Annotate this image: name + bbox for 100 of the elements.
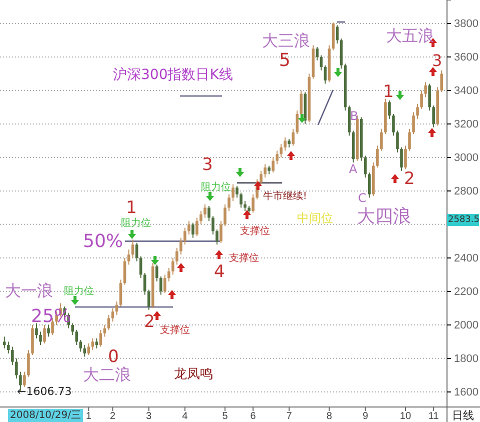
annotation: B: [350, 109, 358, 123]
candlestick: [159, 276, 162, 296]
candlestick: [228, 194, 230, 212]
y-tick-label: 2200: [454, 286, 478, 298]
annotation: 阻力位: [121, 217, 151, 229]
candlestick: [7, 341, 10, 354]
candlestick: [179, 237, 182, 256]
candlestick: [432, 105, 435, 128]
candlestick: [212, 216, 214, 235]
candlestick: [171, 257, 174, 276]
candlestick: [163, 274, 166, 294]
annotation: 5: [279, 50, 290, 71]
candlestick: [416, 103, 419, 120]
candlestick: [272, 156, 275, 174]
annotation: 支撑位: [240, 225, 270, 237]
candlestick: [83, 344, 86, 358]
y-tick-label: 3600: [454, 51, 478, 64]
candlestick: [135, 242, 138, 262]
x-tick-label: 6: [250, 411, 256, 422]
candlestick: [188, 220, 190, 235]
annotation: 大四浪: [357, 206, 411, 227]
candlestick: [43, 324, 46, 344]
y-tick-label: 2000: [454, 319, 478, 332]
text: 沪深300指数日K线: [113, 67, 233, 83]
annotation: 大一浪: [5, 281, 53, 300]
candlestick: [95, 338, 98, 349]
candlestick: [236, 185, 238, 198]
annotation: 阻力位: [201, 181, 231, 193]
annotation: 阻力位: [64, 285, 94, 297]
x-tick-label: 7: [286, 411, 292, 422]
candlestick: [175, 247, 178, 266]
candlestick: [208, 206, 210, 222]
candlestick: [47, 324, 50, 338]
candlestick: [396, 130, 399, 153]
annotation: 中间位: [297, 211, 333, 225]
candlestick: [376, 145, 379, 168]
candlestick: [216, 228, 218, 246]
candlestick: [224, 204, 226, 227]
candlestick: [316, 46, 319, 61]
candlestick: [71, 322, 74, 336]
annotation: 大三浪: [262, 31, 310, 50]
candlestick: [284, 136, 287, 152]
candlestick: [428, 83, 431, 112]
candlestick: [220, 220, 222, 244]
candlestick: [260, 170, 263, 185]
annotation: 大五浪: [386, 26, 434, 45]
candlestick: [404, 145, 407, 170]
candlestick: [39, 331, 42, 346]
candlestick: [392, 113, 395, 136]
candlestick: [27, 350, 30, 378]
y-tick-label: 3200: [454, 118, 478, 130]
y-tick-label: 1800: [454, 352, 478, 365]
candlestick: [380, 128, 383, 152]
x-tick-label: 1: [86, 411, 92, 422]
x-axis-title: 日线: [452, 409, 474, 422]
candlestick: [200, 210, 202, 225]
x-tick-label: 9: [362, 411, 369, 422]
candlestick: [420, 90, 423, 110]
annotation: 50%: [83, 231, 124, 252]
y-tick-label: 2400: [454, 252, 478, 264]
x-tick-label: 4: [182, 411, 188, 422]
annotation: 大二浪: [83, 365, 131, 384]
x-tick-label: 5: [222, 411, 228, 422]
annotation: 0: [108, 347, 119, 367]
candlestick: [196, 217, 198, 237]
candlestick: [11, 346, 14, 366]
candlestick: [324, 64, 327, 84]
x-tick-label: 2: [110, 411, 116, 422]
annotation: ←1606.73: [17, 385, 72, 398]
y-tick-label: 3800: [454, 18, 478, 30]
candlestick: [23, 371, 26, 388]
candlestick: [119, 279, 122, 308]
candlestick: [400, 146, 403, 172]
candlestick: [87, 342, 90, 356]
annotation: 1: [383, 82, 394, 102]
x-tick-label: 11: [428, 411, 440, 422]
candlestick: [143, 272, 146, 296]
candlestick: [127, 249, 130, 266]
candlestick: [107, 314, 110, 330]
candlestick: [75, 329, 78, 346]
candlestick: [91, 338, 94, 351]
annotation: 4: [214, 262, 225, 282]
candlestick: [264, 164, 267, 178]
candlestick: [15, 358, 18, 380]
y-tick-label: 1600: [454, 386, 478, 398]
candlestick: [204, 204, 206, 218]
candlestick: [440, 70, 443, 93]
candlestick: [364, 155, 367, 178]
annotation: 3: [432, 51, 442, 70]
candlestick: [167, 267, 170, 282]
y-tick-label: 3400: [454, 84, 478, 97]
text: 2583.5: [448, 215, 480, 225]
candlestick: [3, 336, 6, 349]
text: 2008/10/29/三: [10, 410, 82, 421]
annotation: 3: [202, 155, 213, 175]
y-tick-label: 3000: [454, 152, 478, 164]
candlestick: [240, 192, 242, 208]
x-tick-label: 8: [326, 411, 333, 422]
candlestick: [252, 194, 254, 214]
annotation: 支撑位: [160, 324, 190, 336]
